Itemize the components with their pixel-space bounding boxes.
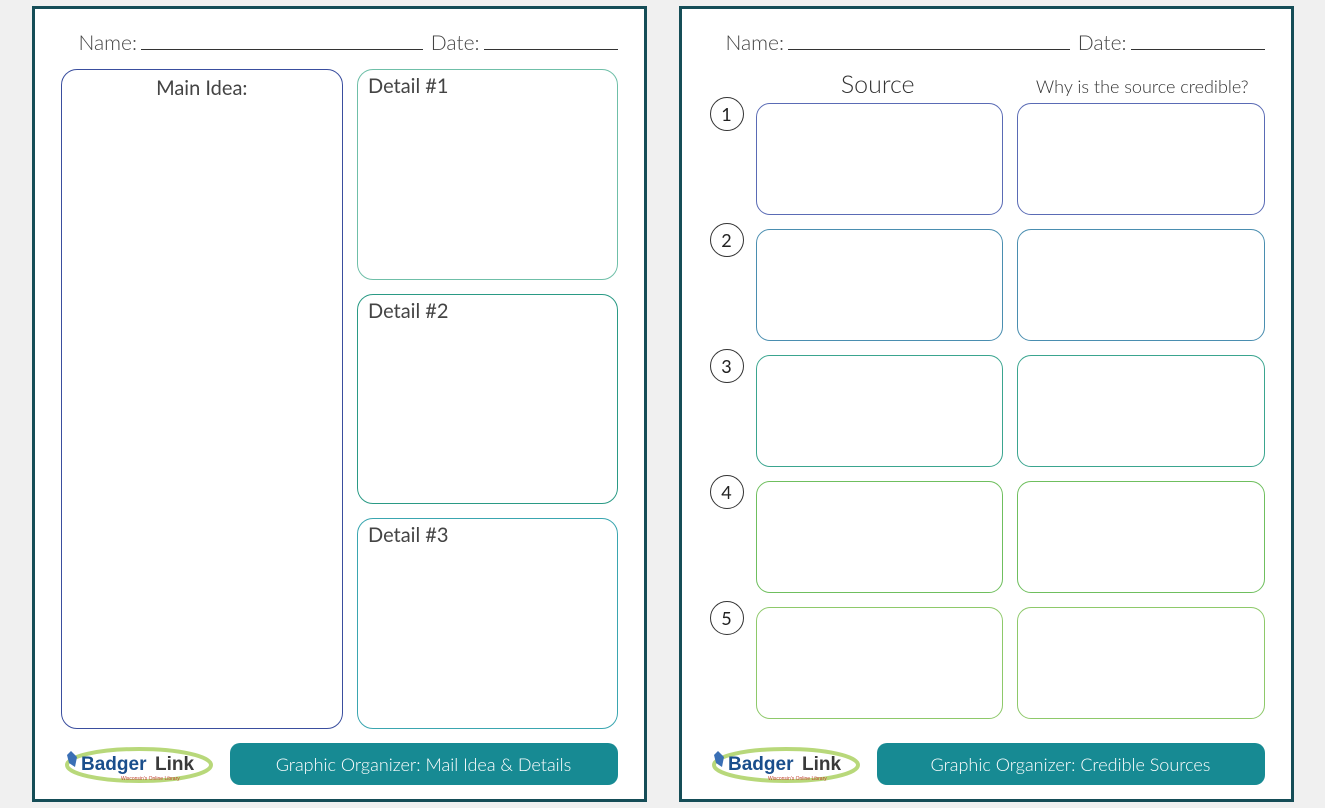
header-row: Name: Date:: [79, 29, 618, 55]
source-row: 1: [708, 103, 1265, 215]
footer-row: Badger Link Wisconsin's Online Library G…: [708, 743, 1265, 785]
source-row: 2: [708, 229, 1265, 341]
credible-box[interactable]: [1017, 355, 1265, 467]
col-header-credible: Why is the source credible?: [1020, 69, 1265, 99]
date-label: Date:: [1078, 30, 1127, 55]
svg-text:Wisconsin's Online Library: Wisconsin's Online Library: [121, 776, 180, 782]
credible-box[interactable]: [1017, 229, 1265, 341]
svg-text:Badger: Badger: [728, 754, 794, 775]
main-idea-grid: Main Idea: Detail #1 Detail #2 Detail #3: [61, 69, 618, 729]
main-idea-box[interactable]: Main Idea:: [61, 69, 344, 729]
svg-text:Badger: Badger: [81, 754, 147, 775]
name-blank[interactable]: [141, 29, 423, 50]
detail-box-1[interactable]: Detail #1: [357, 69, 618, 280]
source-row: 3: [708, 355, 1265, 467]
name-label: Name:: [79, 30, 138, 55]
details-column: Detail #1 Detail #2 Detail #3: [357, 69, 618, 729]
source-rows: 1 2 3 4 5: [708, 103, 1265, 719]
col-header-source: Source: [756, 69, 1001, 99]
source-box[interactable]: [756, 355, 1004, 467]
badgerlink-logo: Badger Link Wisconsin's Online Library: [61, 743, 216, 785]
detail-box-3[interactable]: Detail #3: [357, 518, 618, 729]
footer-title: Graphic Organizer: Mail Idea & Details: [230, 743, 618, 785]
source-row: 4: [708, 481, 1265, 593]
credible-box[interactable]: [1017, 481, 1265, 593]
name-label: Name:: [726, 30, 785, 55]
badgerlink-logo: Badger Link Wisconsin's Online Library: [708, 743, 863, 785]
source-box[interactable]: [756, 103, 1004, 215]
date-blank[interactable]: [1131, 29, 1265, 50]
detail-box-2[interactable]: Detail #2: [357, 294, 618, 505]
worksheet-credible-sources: Name: Date: Source Why is the source cre…: [679, 6, 1294, 802]
source-box[interactable]: [756, 481, 1004, 593]
footer-row: Badger Link Wisconsin's Online Library G…: [61, 743, 618, 785]
credible-box[interactable]: [1017, 103, 1265, 215]
name-blank[interactable]: [788, 29, 1070, 50]
date-label: Date:: [431, 30, 480, 55]
row-number: 2: [710, 223, 744, 257]
svg-text:Link: Link: [802, 754, 841, 775]
row-number: 1: [710, 97, 744, 131]
source-row: 5: [708, 607, 1265, 719]
date-blank[interactable]: [484, 29, 618, 50]
source-box[interactable]: [756, 607, 1004, 719]
svg-text:Link: Link: [155, 754, 194, 775]
credible-box[interactable]: [1017, 607, 1265, 719]
source-box[interactable]: [756, 229, 1004, 341]
svg-text:Wisconsin's Online Library: Wisconsin's Online Library: [768, 776, 827, 782]
row-number: 4: [710, 475, 744, 509]
footer-title: Graphic Organizer: Credible Sources: [877, 743, 1265, 785]
row-number: 5: [710, 601, 744, 635]
header-row: Name: Date:: [726, 29, 1265, 55]
worksheet-main-idea: Name: Date: Main Idea: Detail #1 Detail …: [32, 6, 647, 802]
column-headers: Source Why is the source credible?: [756, 69, 1265, 99]
row-number: 3: [710, 349, 744, 383]
